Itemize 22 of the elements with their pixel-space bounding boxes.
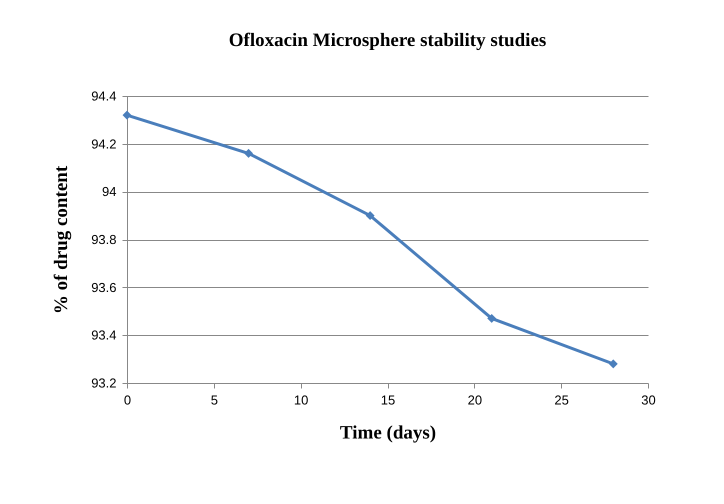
- y-tick-label: 93.2: [91, 376, 116, 390]
- x-axis-title: Time (days): [340, 422, 436, 444]
- chart-title: Ofloxacin Microsphere stability studies: [228, 30, 546, 51]
- x-tick-label: 30: [641, 392, 656, 408]
- y-tick-label: 94.4: [91, 88, 116, 104]
- x-tick-label: 20: [468, 392, 482, 408]
- y-tick-label: 93.6: [91, 280, 116, 295]
- y-tick-label: 94.2: [91, 136, 116, 152]
- point: [122, 110, 132, 120]
- point: [487, 314, 496, 323]
- x-tick-label: 15: [380, 392, 396, 408]
- x-tick-label: 25: [554, 392, 569, 408]
- x-tick-label: 5: [210, 392, 218, 408]
- point: [608, 359, 618, 368]
- point: [366, 211, 375, 220]
- y-axis-title: % of drug content: [51, 165, 72, 314]
- y-tick-label: 94: [102, 184, 116, 200]
- y-tick-label: 93.4: [91, 328, 116, 343]
- point: [244, 148, 254, 158]
- x-tick-label: 10: [294, 392, 308, 408]
- y-tick-label: 93.8: [91, 232, 116, 247]
- x-tick-label: 0: [124, 392, 132, 408]
